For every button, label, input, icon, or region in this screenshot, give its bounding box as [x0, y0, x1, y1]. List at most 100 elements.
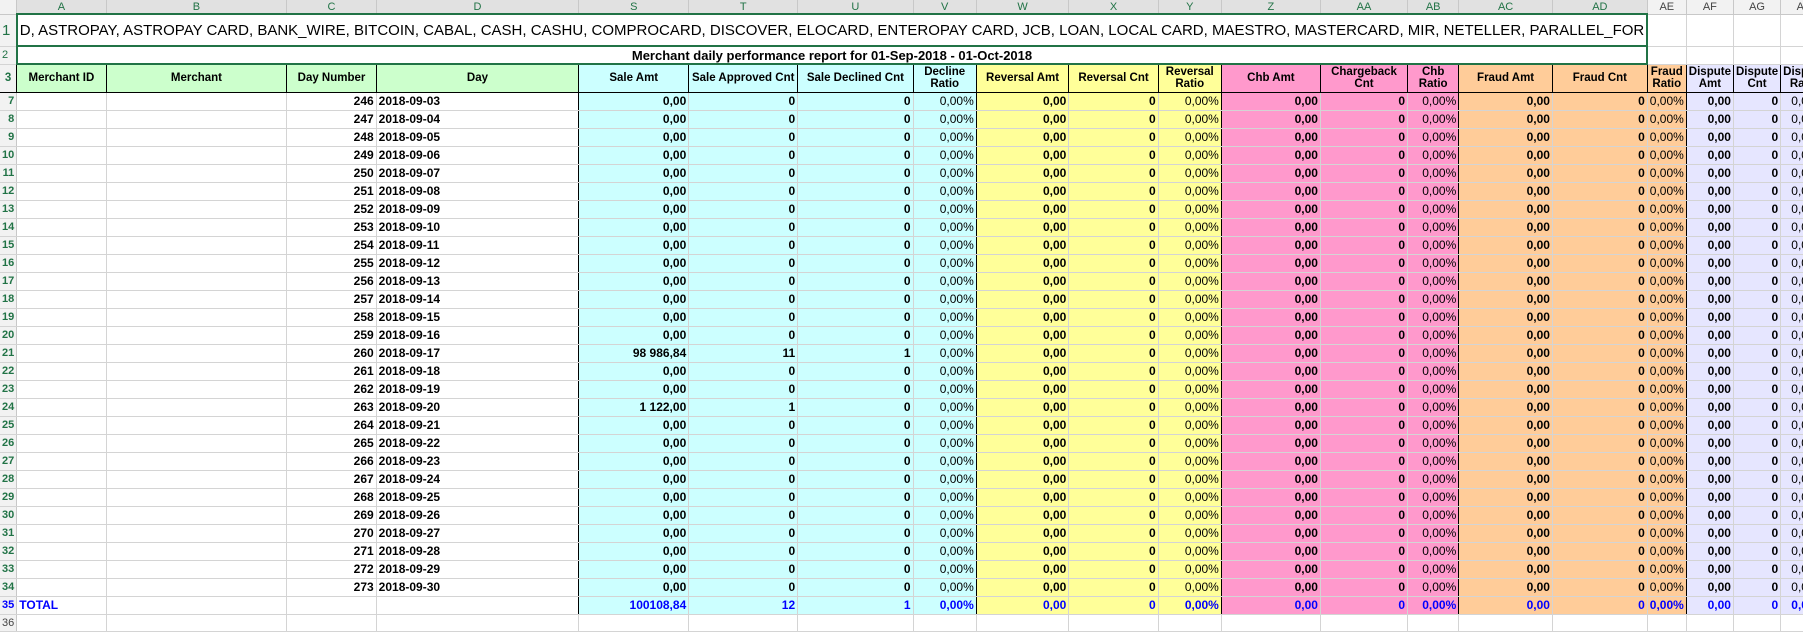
chargeback-cnt-cell[interactable]: 0: [1320, 380, 1409, 399]
reversal-amt-cell[interactable]: 0,00: [976, 218, 1070, 237]
sale-amt-cell[interactable]: 0,00: [578, 272, 690, 291]
decline-ratio-cell[interactable]: 0,00%: [913, 398, 977, 417]
day-cell[interactable]: 2018-09-11: [376, 236, 580, 255]
merchant-id-cell[interactable]: [16, 488, 107, 507]
header-dispute-ratio[interactable]: Dispute Ratio: [1780, 64, 1803, 93]
reversal-ratio-cell[interactable]: 0,00%: [1158, 218, 1222, 237]
chb-ratio-cell[interactable]: 0,00%: [1407, 272, 1460, 291]
sale-declined-cnt-cell[interactable]: 0: [797, 110, 914, 129]
merchant-id-cell[interactable]: [16, 524, 107, 543]
day-number-cell[interactable]: 265: [286, 434, 377, 453]
sale-amt-cell[interactable]: 0,00: [578, 164, 690, 183]
day-cell[interactable]: 2018-09-14: [376, 290, 580, 309]
fraud-amt-cell[interactable]: 0,00: [1458, 470, 1553, 489]
dispute-cnt-cell[interactable]: 0: [1733, 344, 1782, 363]
chargeback-cnt-cell[interactable]: 0: [1320, 524, 1409, 543]
chargeback-cnt-cell[interactable]: 0: [1320, 578, 1409, 597]
day-cell[interactable]: 2018-09-08: [376, 182, 580, 201]
sale-declined-cnt-cell[interactable]: 0: [797, 434, 914, 453]
fraud-amt-cell[interactable]: 0,00: [1458, 488, 1553, 507]
chb-ratio-cell[interactable]: 0,00%: [1407, 524, 1460, 543]
sale-amt-cell[interactable]: 0,00: [578, 560, 690, 579]
fraud-cnt-cell[interactable]: 0: [1552, 506, 1648, 525]
sale-approved-cnt-cell[interactable]: 0: [688, 578, 799, 597]
reversal-amt-cell[interactable]: 0,00: [976, 254, 1070, 273]
fraud-amt-cell[interactable]: 0,00: [1458, 560, 1553, 579]
reversal-cnt-cell[interactable]: 0: [1068, 308, 1159, 327]
decline-ratio-cell[interactable]: 0,00%: [913, 128, 977, 147]
dispute-amt-cell[interactable]: 0,00: [1686, 362, 1734, 381]
fraud-cnt-cell[interactable]: 0: [1552, 578, 1648, 597]
column-header-x[interactable]: X: [1068, 0, 1159, 15]
merchant-id-cell[interactable]: [16, 182, 107, 201]
sale-declined-cnt-cell[interactable]: 0: [797, 146, 914, 165]
reversal-ratio-cell[interactable]: 0,00%: [1158, 344, 1222, 363]
reversal-cnt-cell[interactable]: 0: [1068, 290, 1159, 309]
dispute-cnt-cell[interactable]: 0: [1733, 506, 1782, 525]
reversal-ratio-cell[interactable]: 0,00%: [1158, 578, 1222, 597]
fraud-ratio-cell[interactable]: 0,00%: [1647, 488, 1687, 507]
fraud-amt-cell[interactable]: 0,00: [1458, 344, 1553, 363]
sale-approved-cnt-cell[interactable]: 0: [688, 182, 799, 201]
chargeback-cnt-cell[interactable]: 0: [1320, 290, 1409, 309]
row-header[interactable]: 26: [0, 434, 18, 453]
fraud-ratio-cell[interactable]: 0,00%: [1647, 578, 1687, 597]
day-number-cell[interactable]: 250: [286, 164, 377, 183]
day-cell[interactable]: 2018-09-13: [376, 272, 580, 291]
sale-declined-cnt-cell[interactable]: 0: [797, 290, 914, 309]
total-label[interactable]: TOTAL: [16, 596, 107, 615]
decline-ratio-cell[interactable]: 0,00%: [913, 560, 977, 579]
reversal-amt-cell[interactable]: 0,00: [976, 506, 1070, 525]
sale-declined-cnt-cell[interactable]: 0: [797, 128, 914, 147]
decline-ratio-cell[interactable]: 0,00%: [913, 524, 977, 543]
merchant-cell[interactable]: [106, 254, 288, 273]
cell[interactable]: [1647, 14, 1687, 47]
sale-amt-cell[interactable]: 98 986,84: [578, 344, 690, 363]
dispute-cnt-cell[interactable]: 0: [1733, 164, 1782, 183]
dispute-cnt-cell[interactable]: 0: [1733, 470, 1782, 489]
day-number-cell[interactable]: 272: [286, 560, 377, 579]
chb-amt-cell[interactable]: 0,00: [1221, 470, 1321, 489]
chb-amt-cell[interactable]: 0,00: [1221, 290, 1321, 309]
dispute-ratio-cell[interactable]: 0,00%: [1780, 218, 1803, 237]
fraud-ratio-cell[interactable]: 0,00%: [1647, 326, 1687, 345]
day-number-cell[interactable]: 263: [286, 398, 377, 417]
fraud-ratio-cell[interactable]: 0,00%: [1647, 380, 1687, 399]
sale-declined-cnt-cell[interactable]: 0: [797, 560, 914, 579]
cell[interactable]: [578, 614, 690, 632]
fraud-ratio-cell[interactable]: 0,00%: [1647, 290, 1687, 309]
reversal-cnt-cell[interactable]: 0: [1068, 200, 1159, 219]
chb-ratio-cell[interactable]: 0,00%: [1407, 308, 1460, 327]
day-cell[interactable]: 2018-09-27: [376, 524, 580, 543]
reversal-ratio-cell[interactable]: 0,00%: [1158, 380, 1222, 399]
fraud-ratio-cell[interactable]: 0,00%: [1647, 506, 1687, 525]
total-chb-amt[interactable]: 0,00: [1221, 596, 1321, 615]
sale-approved-cnt-cell[interactable]: 0: [688, 542, 799, 561]
dispute-cnt-cell[interactable]: 0: [1733, 200, 1782, 219]
chb-ratio-cell[interactable]: 0,00%: [1407, 542, 1460, 561]
cell[interactable]: [688, 614, 799, 632]
merchant-cell[interactable]: [106, 542, 288, 561]
decline-ratio-cell[interactable]: 0,00%: [913, 506, 977, 525]
reversal-amt-cell[interactable]: 0,00: [976, 200, 1070, 219]
fraud-ratio-cell[interactable]: 0,00%: [1647, 344, 1687, 363]
merchant-cell[interactable]: [106, 218, 288, 237]
reversal-cnt-cell[interactable]: 0: [1068, 470, 1159, 489]
fraud-ratio-cell[interactable]: 0,00%: [1647, 362, 1687, 381]
decline-ratio-cell[interactable]: 0,00%: [913, 236, 977, 255]
sale-declined-cnt-cell[interactable]: 0: [797, 200, 914, 219]
sale-amt-cell[interactable]: 0,00: [578, 308, 690, 327]
dispute-amt-cell[interactable]: 0,00: [1686, 524, 1734, 543]
sale-declined-cnt-cell[interactable]: 0: [797, 254, 914, 273]
day-cell[interactable]: 2018-09-10: [376, 218, 580, 237]
reversal-amt-cell[interactable]: 0,00: [976, 470, 1070, 489]
reversal-amt-cell[interactable]: 0,00: [976, 362, 1070, 381]
merchant-cell[interactable]: [106, 128, 288, 147]
reversal-amt-cell[interactable]: 0,00: [976, 434, 1070, 453]
chb-amt-cell[interactable]: 0,00: [1221, 398, 1321, 417]
reversal-cnt-cell[interactable]: 0: [1068, 110, 1159, 129]
merchant-id-cell[interactable]: [16, 272, 107, 291]
dispute-amt-cell[interactable]: 0,00: [1686, 290, 1734, 309]
dispute-ratio-cell[interactable]: 0,00%: [1780, 146, 1803, 165]
day-cell[interactable]: 2018-09-05: [376, 128, 580, 147]
